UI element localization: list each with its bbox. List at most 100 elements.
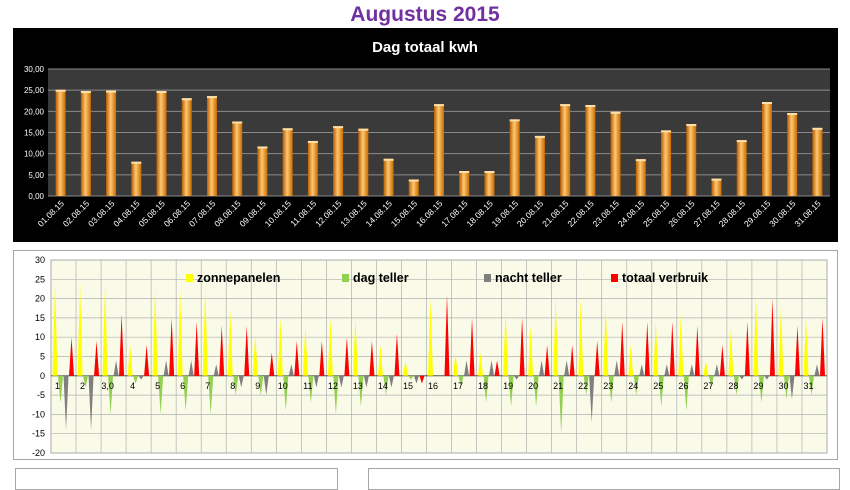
series-spike bbox=[769, 298, 775, 376]
series-spike bbox=[152, 287, 158, 376]
bar-cap bbox=[534, 135, 545, 138]
series-spike bbox=[419, 375, 425, 384]
series-spike bbox=[127, 344, 133, 376]
x-tick-label: 22 bbox=[578, 381, 588, 391]
x-tick-label: 1 bbox=[55, 381, 60, 391]
series-spike bbox=[169, 317, 175, 376]
bar-cap bbox=[812, 127, 823, 130]
bar-cap bbox=[560, 104, 571, 107]
y-tick-label: -10 bbox=[32, 409, 45, 419]
bar-cap bbox=[635, 159, 646, 162]
y-tick-label: 5 bbox=[40, 352, 45, 362]
series-spike bbox=[764, 375, 770, 380]
series-spike bbox=[408, 375, 414, 380]
series-spike bbox=[469, 317, 475, 376]
y-tick-label: 20 bbox=[35, 294, 45, 304]
x-tick-label: 17.08.15 bbox=[439, 198, 470, 229]
bar bbox=[661, 130, 672, 196]
series-spike bbox=[394, 333, 400, 376]
series-spike bbox=[238, 375, 244, 388]
series-spike bbox=[213, 364, 219, 376]
x-tick-label: 04.08.15 bbox=[111, 198, 142, 229]
bar-cap bbox=[383, 158, 394, 161]
series-spike bbox=[489, 360, 495, 376]
series-spike bbox=[283, 375, 289, 411]
series-spike bbox=[753, 294, 759, 376]
bar bbox=[761, 102, 772, 196]
series-spike bbox=[508, 375, 514, 407]
series-spike bbox=[744, 321, 750, 376]
bar-cap bbox=[736, 140, 747, 143]
bar bbox=[534, 135, 545, 196]
y-tick-label: 30 bbox=[35, 255, 45, 265]
series-spike bbox=[478, 352, 484, 376]
x-tick-label: 10 bbox=[278, 381, 288, 391]
x-tick-label: 01.08.15 bbox=[36, 198, 67, 229]
x-tick-label: 5 bbox=[155, 381, 160, 391]
legend-swatch bbox=[484, 274, 491, 282]
x-tick-label: 31 bbox=[803, 381, 813, 391]
series-spike bbox=[277, 317, 283, 376]
y-tick-label: -15 bbox=[32, 429, 45, 439]
y-tick-label: 10,00 bbox=[24, 150, 45, 159]
chart-title: Dag totaal kwh bbox=[372, 39, 478, 56]
series-spike bbox=[814, 364, 820, 376]
series-spike bbox=[733, 375, 739, 396]
bar-cap bbox=[106, 90, 117, 93]
bar bbox=[610, 111, 621, 196]
bar-cap bbox=[509, 119, 520, 122]
series-spike bbox=[694, 325, 700, 376]
x-tick-label: 23.08.15 bbox=[591, 198, 622, 229]
series-spike bbox=[108, 375, 114, 415]
bar bbox=[206, 96, 217, 196]
x-tick-label: 21.08.15 bbox=[540, 198, 571, 229]
x-tick-label: 3,0 bbox=[101, 381, 114, 391]
x-tick-label: 2 bbox=[80, 381, 85, 391]
series-spike bbox=[219, 325, 225, 376]
x-tick-label: 19 bbox=[503, 381, 513, 391]
series-spike bbox=[388, 375, 394, 388]
series-spike bbox=[589, 375, 595, 423]
x-tick-label: 13.08.15 bbox=[338, 198, 369, 229]
bar bbox=[55, 89, 66, 196]
series-spike bbox=[352, 317, 358, 376]
series-spike bbox=[528, 325, 534, 376]
y-tick-label: 0,00 bbox=[28, 192, 44, 201]
next-chart-panel-left bbox=[15, 468, 338, 490]
series-spike bbox=[794, 325, 800, 376]
x-tick-label: 21 bbox=[553, 381, 563, 391]
series-spike bbox=[313, 375, 319, 388]
series-spike bbox=[464, 360, 470, 376]
bar bbox=[257, 146, 268, 196]
series-spike bbox=[377, 344, 383, 376]
x-tick-label: 17 bbox=[453, 381, 463, 391]
series-spike bbox=[302, 325, 308, 376]
x-tick-label: 23 bbox=[603, 381, 613, 391]
y-tick-label: 5,00 bbox=[28, 171, 44, 180]
series-spike bbox=[338, 375, 344, 388]
bar bbox=[434, 104, 444, 196]
x-tick-label: 02.08.15 bbox=[61, 198, 92, 229]
x-tick-label: 05.08.15 bbox=[136, 198, 167, 229]
x-tick-label: 24.08.15 bbox=[616, 198, 647, 229]
series-spike bbox=[594, 341, 600, 376]
y-tick-label: 30,00 bbox=[24, 65, 45, 74]
series-spike bbox=[158, 375, 164, 415]
series-spike bbox=[263, 375, 269, 396]
x-tick-label: 20.08.15 bbox=[515, 198, 546, 229]
series-spike bbox=[208, 375, 214, 415]
series-spike bbox=[494, 360, 500, 376]
bar-cap bbox=[55, 89, 66, 92]
y-tick-label: 10 bbox=[35, 332, 45, 342]
series-spike bbox=[402, 360, 408, 376]
bar-cap bbox=[408, 179, 419, 182]
x-tick-label: 14.08.15 bbox=[363, 198, 394, 229]
x-tick-label: 26.08.15 bbox=[666, 198, 697, 229]
series-spike bbox=[558, 375, 564, 434]
series-spike bbox=[113, 360, 119, 376]
bar bbox=[736, 140, 747, 196]
bar bbox=[232, 121, 243, 196]
x-tick-label: 18.08.15 bbox=[464, 198, 495, 229]
series-spike bbox=[644, 321, 650, 376]
x-tick-label: 03.08.15 bbox=[86, 198, 117, 229]
